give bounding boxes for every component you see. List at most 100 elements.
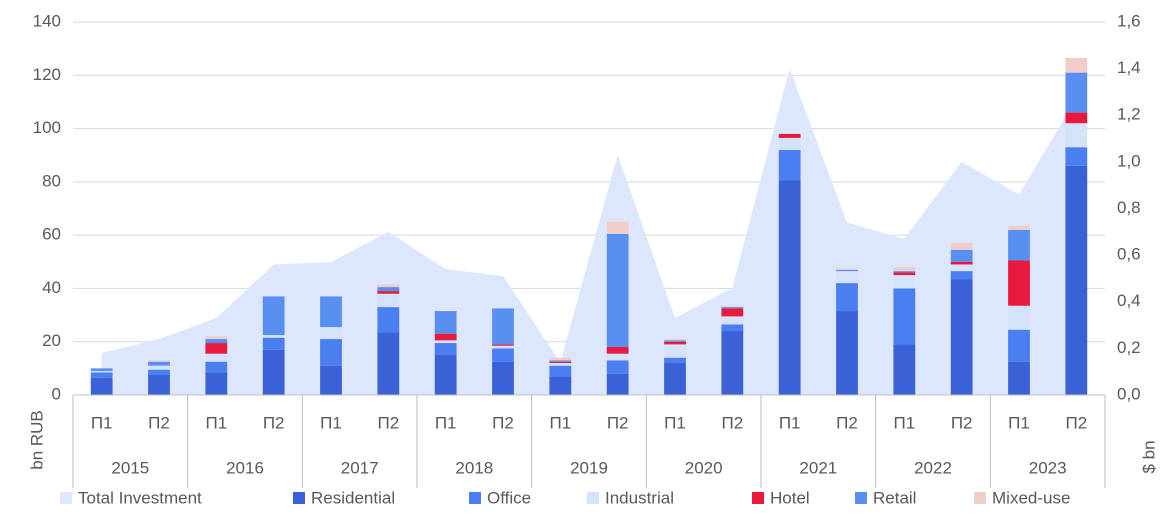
bar-segment <box>434 340 457 344</box>
legend-label: Residential <box>311 488 395 507</box>
x-group-label: 2023 <box>1029 458 1067 477</box>
bar-segment <box>664 363 686 395</box>
area <box>101 68 1077 395</box>
x-tick-label: П2 <box>607 413 629 432</box>
legend-label: Hotel <box>770 488 810 507</box>
bar-segment <box>1008 225 1030 230</box>
legend-swatch <box>60 492 72 504</box>
bar-segment <box>205 343 228 354</box>
bar-segment <box>205 361 228 373</box>
x-group-label: 2019 <box>570 458 608 477</box>
bar-segment <box>1065 123 1088 148</box>
bar-segment <box>950 249 973 262</box>
y2-tick-label: 1,0 <box>1117 151 1141 170</box>
bar-segment <box>606 373 629 395</box>
bar-segment <box>549 357 572 361</box>
bar-segment <box>836 268 858 270</box>
y-tick-label: 120 <box>33 65 61 84</box>
bar-segment <box>893 344 916 395</box>
x-group-label: 2017 <box>341 458 379 477</box>
bar-segment <box>778 180 801 395</box>
y2-tick-label: 0,4 <box>1117 291 1141 310</box>
bar-segment <box>1065 147 1088 166</box>
bar-segment <box>377 307 400 333</box>
x-tick-label: П2 <box>951 413 973 432</box>
y-axis-title: bn RUB <box>27 410 46 470</box>
x-tick-label: П2 <box>377 413 399 432</box>
bar-segment <box>377 293 400 308</box>
bar-segment <box>434 311 457 334</box>
bar-segment <box>893 288 916 345</box>
x-group-label: 2015 <box>111 458 149 477</box>
bar-segment <box>377 287 400 292</box>
x-tick-label: П1 <box>91 413 113 432</box>
bar-segment <box>205 339 228 344</box>
bar-segment <box>148 361 170 366</box>
bar-segment <box>950 261 973 265</box>
bar-segment <box>664 339 686 341</box>
x-group-label: 2016 <box>226 458 264 477</box>
legend-label: Industrial <box>605 488 674 507</box>
bar-segment <box>205 353 228 362</box>
bar-segment <box>377 284 400 288</box>
legend-label: Mixed-use <box>992 488 1070 507</box>
bar-segment <box>1065 165 1088 395</box>
y-tick-label: 40 <box>42 278 61 297</box>
bar-segment <box>1065 72 1088 113</box>
bar-segment <box>721 324 744 332</box>
bar-segment <box>90 372 113 378</box>
bar-segment <box>320 296 342 328</box>
bar-segment <box>893 272 916 276</box>
bar-segment <box>778 133 801 138</box>
y2-tick-label: 1,6 <box>1117 11 1141 30</box>
bar-segment <box>262 335 285 338</box>
bar-segment <box>492 344 514 346</box>
y2-tick-label: 0,8 <box>1117 198 1141 217</box>
bar-segment <box>1065 112 1088 124</box>
bar-segment <box>320 339 342 366</box>
bar-segment <box>148 360 170 362</box>
x-tick-label: П1 <box>664 413 686 432</box>
legend-swatch <box>855 492 867 504</box>
bar-segment <box>664 357 686 364</box>
bar-segment <box>893 267 916 272</box>
bar-segment <box>836 311 858 395</box>
x-tick-label: П2 <box>721 413 743 432</box>
legend-swatch <box>293 492 305 504</box>
bar-segment <box>606 360 629 374</box>
y2-tick-label: 1,2 <box>1117 105 1141 124</box>
bar-segment <box>148 365 170 370</box>
y2-tick-label: 0,6 <box>1117 245 1141 264</box>
bar-segment <box>549 376 572 395</box>
bar-segment <box>1065 57 1088 73</box>
bar-segment <box>893 275 916 289</box>
y2-axis-title: $ bn <box>1139 440 1158 473</box>
bar-segment <box>434 355 457 395</box>
bar-segment <box>549 365 572 377</box>
bar-segment <box>606 347 629 354</box>
y-tick-label: 80 <box>42 171 61 190</box>
bar-segment <box>262 349 285 395</box>
bar-segment <box>664 340 686 342</box>
y-tick-label: 20 <box>42 331 61 350</box>
legend-swatch <box>974 492 986 504</box>
bar-segment <box>1008 329 1030 362</box>
y-tick-label: 0 <box>52 384 61 403</box>
bar-segment <box>664 341 686 345</box>
x-group-label: 2018 <box>455 458 493 477</box>
bar-segment <box>377 291 400 294</box>
bar-segment <box>950 271 973 280</box>
bar-segment <box>90 368 113 372</box>
bar-segment <box>205 372 228 395</box>
bar-segment <box>205 336 228 340</box>
x-tick-label: П2 <box>263 413 285 432</box>
y2-tick-label: 1,4 <box>1117 58 1141 77</box>
bar-segment <box>721 316 744 325</box>
bar-segment <box>1008 260 1030 306</box>
y-tick-label: 60 <box>42 225 61 244</box>
legend-label: Total Investment <box>78 488 202 507</box>
bar-segment <box>836 271 858 284</box>
x-tick-label: П1 <box>205 413 227 432</box>
x-group-label: 2020 <box>685 458 723 477</box>
